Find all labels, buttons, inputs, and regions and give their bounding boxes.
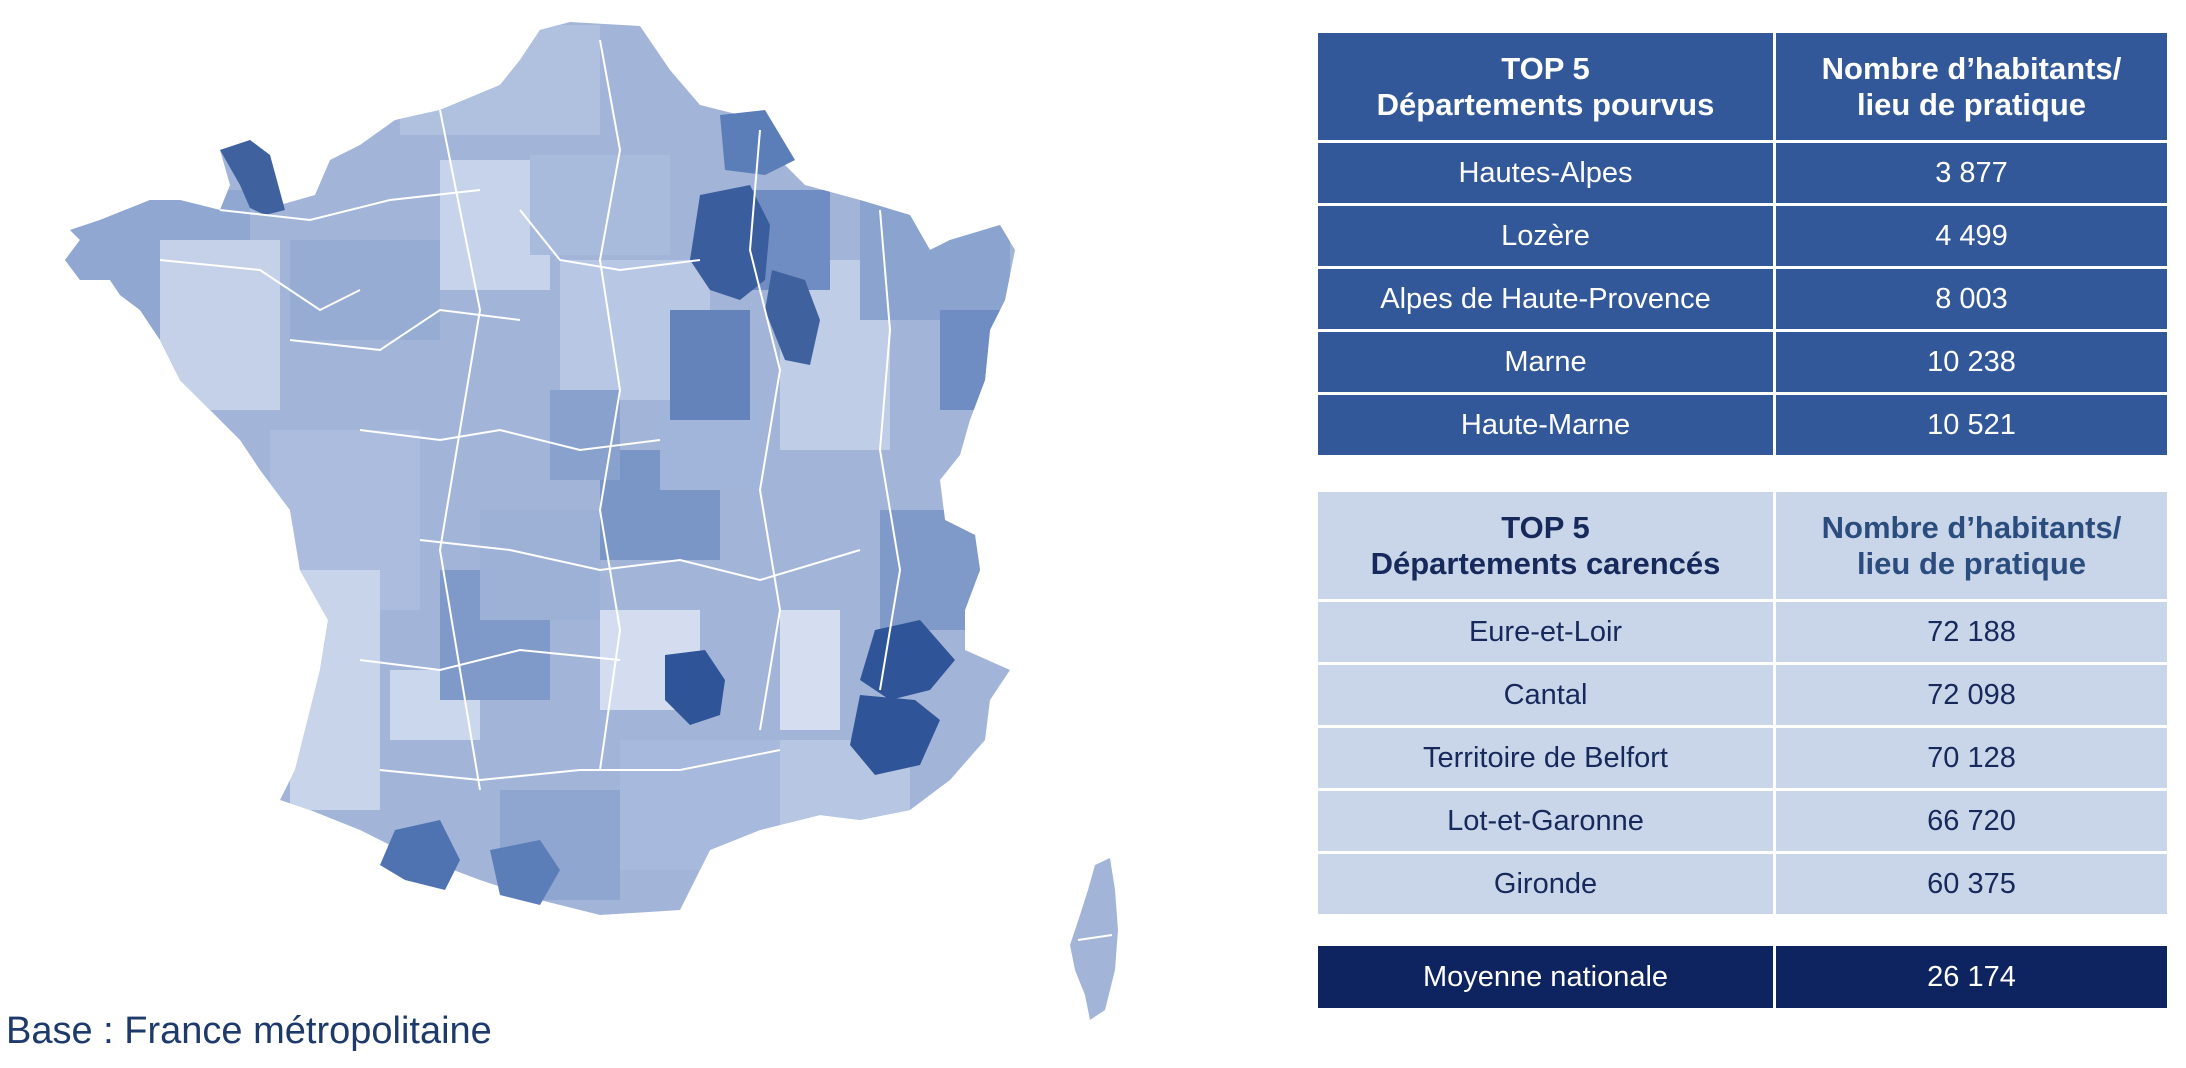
nord-region — [400, 25, 600, 135]
department-value: 72 188 — [1773, 599, 2170, 665]
header-line-1: TOP 5 — [1501, 509, 1590, 545]
table-row: Lot-et-Garonne 66 720 — [1315, 788, 2170, 854]
header-departments: TOP 5 Départements pourvus — [1315, 30, 1776, 143]
corsica-island — [1070, 858, 1118, 1020]
department-name: Territoire de Belfort — [1315, 725, 1776, 791]
department-value: 70 128 — [1773, 725, 2170, 791]
table-row: Lozère 4 499 — [1315, 203, 2170, 269]
department-name: Haute-Marne — [1315, 392, 1776, 458]
manche-department — [220, 140, 285, 215]
department-value: 10 238 — [1773, 329, 2170, 395]
department-borders — [159, 39, 902, 791]
herault-region — [620, 740, 780, 870]
table-row: Alpes de Haute-Provence 8 003 — [1315, 266, 2170, 332]
loiret-region — [670, 310, 750, 420]
top5-pourvus-table: TOP 5 Départements pourvus Nombre d’habi… — [1315, 30, 2170, 458]
department-name: Marne — [1315, 329, 1776, 395]
france-choropleth-map — [60, 10, 1190, 1020]
moyenne-nationale-table: Moyenne nationale 26 174 — [1315, 943, 2170, 1011]
corsica-border — [1077, 934, 1113, 941]
department-value: 10 521 — [1773, 392, 2170, 458]
marne-department — [690, 185, 770, 300]
table-row: Gironde 60 375 — [1315, 851, 2170, 917]
savoie-region — [880, 510, 980, 630]
header-value: Nombre d’habitants/ lieu de pratique — [1773, 30, 2170, 143]
department-name: Gironde — [1315, 851, 1776, 917]
normandie-sud-region — [290, 240, 440, 340]
gironde-landes-region — [290, 570, 380, 810]
department-value: 72 098 — [1773, 662, 2170, 728]
moyenne-label: Moyenne nationale — [1315, 943, 1776, 1011]
header-line-2: Départements carencés — [1370, 545, 1721, 581]
oise-region — [530, 155, 670, 255]
table-row: Territoire de Belfort 70 128 — [1315, 725, 2170, 791]
table-row: Moyenne nationale 26 174 — [1315, 943, 2170, 1011]
lozere-department — [665, 650, 725, 725]
department-value: 4 499 — [1773, 203, 2170, 269]
ardeche-region — [780, 610, 840, 730]
moyenne-value: 26 174 — [1773, 943, 2170, 1011]
hautes-alpes-department — [860, 620, 955, 700]
table-row: Haute-Marne 10 521 — [1315, 392, 2170, 458]
department-value: 8 003 — [1773, 266, 2170, 332]
top5-carences-table: TOP 5 Départements carencés Nombre d’hab… — [1315, 489, 2170, 917]
header-row: TOP 5 Départements carencés Nombre d’hab… — [1315, 489, 2170, 602]
alpes-haute-provence-department — [850, 695, 940, 775]
department-name: Cantal — [1315, 662, 1776, 728]
haute-marne-department — [765, 270, 820, 365]
table-row: Cantal 72 098 — [1315, 662, 2170, 728]
department-name: Hautes-Alpes — [1315, 140, 1776, 206]
header-value: Nombre d’habitants/ lieu de pratique — [1773, 489, 2170, 602]
header-row: TOP 5 Départements pourvus Nombre d’habi… — [1315, 30, 2170, 143]
department-value: 60 375 — [1773, 851, 2170, 917]
header-line-1: Nombre d’habitants/ — [1821, 50, 2122, 86]
pyrenees-atlantiques-department — [380, 820, 460, 890]
hautes-pyrenees-department — [490, 840, 560, 905]
department-value: 66 720 — [1773, 788, 2170, 854]
header-line-2: lieu de pratique — [1856, 545, 2087, 581]
header-line-1: Nombre d’habitants/ — [1821, 509, 2122, 545]
department-name: Lozère — [1315, 203, 1776, 269]
department-name: Alpes de Haute-Provence — [1315, 266, 1776, 332]
department-value: 3 877 — [1773, 140, 2170, 206]
haut-rhin-region — [940, 310, 1000, 410]
ardennes-department — [720, 110, 795, 175]
header-line-2: lieu de pratique — [1856, 86, 2087, 122]
header-line-1: TOP 5 — [1501, 50, 1590, 86]
department-name: Eure-et-Loir — [1315, 599, 1776, 665]
header-line-2: Départements pourvus — [1376, 86, 1715, 122]
table-row: Hautes-Alpes 3 877 — [1315, 140, 2170, 206]
table-row: Marne 10 238 — [1315, 329, 2170, 395]
header-departments: TOP 5 Départements carencés — [1315, 489, 1776, 602]
indre-region — [550, 390, 620, 480]
table-row: Eure-et-Loir 72 188 — [1315, 599, 2170, 665]
base-caption: Base : France métropolitaine — [6, 1010, 492, 1052]
department-name: Lot-et-Garonne — [1315, 788, 1776, 854]
